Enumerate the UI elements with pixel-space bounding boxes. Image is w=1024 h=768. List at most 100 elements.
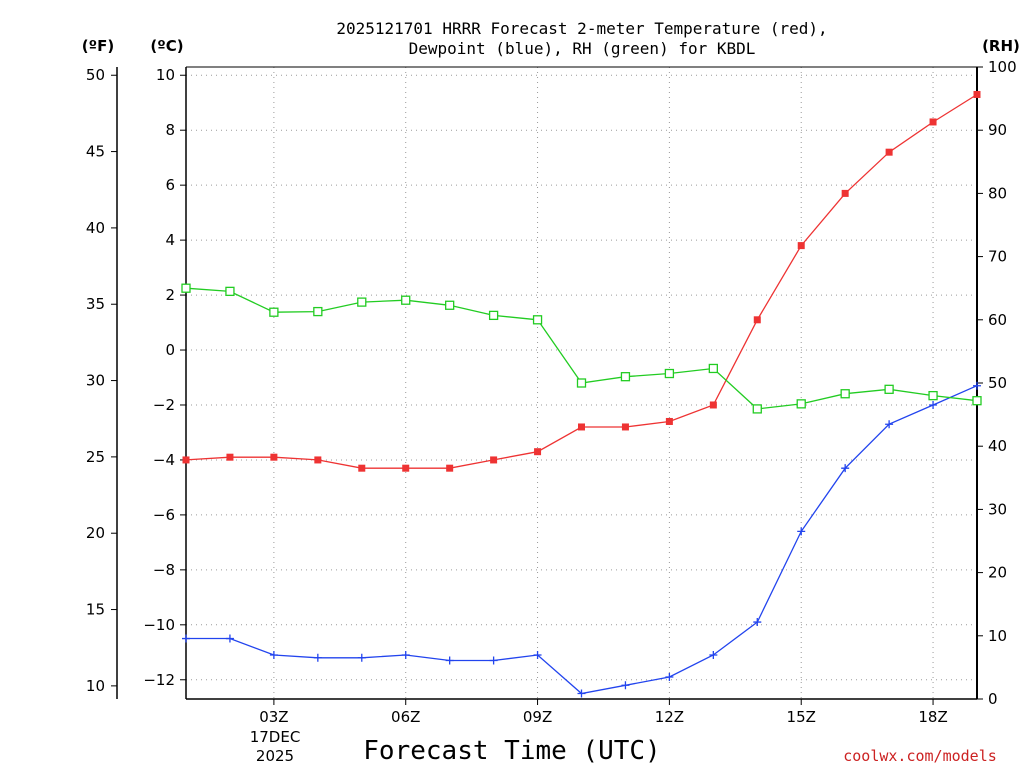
rh-point [576,378,587,388]
temperature-point [358,464,366,472]
date-label-day: 17DEC [250,728,301,746]
rh-point [840,389,850,399]
temperature-point [709,401,717,409]
temperature-point [446,464,454,472]
tick-labels: 10 15 20 25 30 35 40 45 50 −12 −10 −8 −6 −4 −2 0 2 4 6 8 10 0… [86,58,1017,726]
rh-point [532,315,543,325]
rh-tick-label: 70 [988,248,1007,266]
temperature-point [578,423,585,431]
fahrenheit-tick-label: 20 [86,524,105,542]
dewpoint-point [357,653,366,662]
x-tick-label: 06Z [391,708,420,726]
fahrenheit-tick-label: 15 [86,601,105,619]
temperature-point [797,242,805,250]
rh-tick-label: 50 [988,374,1007,392]
rh-tick-label: 10 [988,627,1007,645]
fahrenheit-tick-label: 50 [86,66,105,84]
gridlines [186,67,977,699]
rh-point [708,363,718,374]
celsius-tick-label: −4 [153,451,175,469]
rh-tick-label: 30 [988,500,1007,518]
celsius-tick-label: 8 [165,121,175,139]
temperature-line [185,93,978,469]
celsius-tick-label: −8 [153,561,175,579]
rh-tick-label: 0 [988,690,998,708]
fahrenheit-tick-label: 40 [86,219,105,237]
celsius-tick-label: −2 [153,396,175,414]
rh-tick-label: 60 [988,311,1007,329]
x-tick-label: 09Z [523,708,552,726]
axes [111,66,983,705]
rh-tick-label: 40 [988,437,1007,455]
celsius-tick-label: 2 [165,286,175,304]
rh-point [796,399,806,409]
dewpoint-line [186,385,978,695]
celsius-tick-label: −6 [153,506,175,524]
date-label-year: 2025 [256,747,294,765]
dewpoint-point [445,656,454,665]
temperature-point [841,189,849,197]
celsius-tick-label: 10 [156,66,175,84]
temperature-point [929,118,937,126]
rh-point [972,396,982,406]
rh-unit-label: (RH) [982,37,1020,55]
rh-point [357,297,367,307]
data-series [181,90,982,698]
celsius-unit-label: (ºC) [150,37,183,55]
x-tick-label: 12Z [655,708,684,726]
temperature-point [885,148,893,156]
dewpoint-point [401,651,410,660]
temperature-point [270,453,278,461]
dewpoint-point [313,653,322,662]
temperature-point [490,456,498,464]
source-credit: coolwx.com/models [843,747,997,765]
rh-point [401,295,411,305]
temperature-point [665,417,673,425]
temperature-point [314,456,322,464]
dewpoint-point [973,381,981,390]
x-tick-label: 18Z [918,708,947,726]
rh-tick-label: 20 [988,564,1007,582]
celsius-tick-label: 4 [165,231,175,249]
x-tick-label: 15Z [787,708,816,726]
temperature-point [402,464,410,472]
dewpoint-point [269,651,278,660]
rh-point [620,372,631,382]
dewpoint-point [665,673,674,682]
celsius-tick-label: −10 [143,616,175,634]
rh-point [313,306,323,317]
fahrenheit-tick-label: 25 [86,448,105,466]
rh-point [181,283,191,293]
temperature-point [973,90,981,98]
rh-point [269,307,279,317]
dewpoint-point [225,634,234,643]
temperature-point [226,453,234,461]
rh-point [928,390,938,401]
fahrenheit-tick-label: 30 [86,372,105,390]
rh-tick-label: 90 [988,121,1007,139]
x-axis-title: Forecast Time (UTC) [363,736,660,766]
temperature-point [753,316,761,324]
temperature-point [621,423,629,431]
chart-title-line-2: Dewpoint (blue), RH (green) for KBDL [409,39,756,58]
fahrenheit-tick-label: 35 [86,295,105,313]
dewpoint-point [797,527,806,536]
celsius-tick-label: 0 [165,341,175,359]
fahrenheit-tick-label: 45 [86,143,105,161]
dewpoint-point [621,681,630,690]
celsius-tick-label: −12 [143,671,175,689]
dewpoint-point [533,651,542,660]
rh-point [752,404,762,414]
celsius-tick-label: 6 [165,176,175,194]
rh-point [664,368,675,379]
dewpoint-point [841,464,850,473]
fahrenheit-tick-label: 10 [86,677,105,695]
dewpoint-point [885,420,894,429]
x-tick-label: 03Z [259,708,288,726]
rh-point [225,286,235,297]
dewpoint-point [489,656,498,665]
temperature-point [182,456,190,464]
rh-point [488,310,499,321]
dewpoint-point [753,618,762,627]
